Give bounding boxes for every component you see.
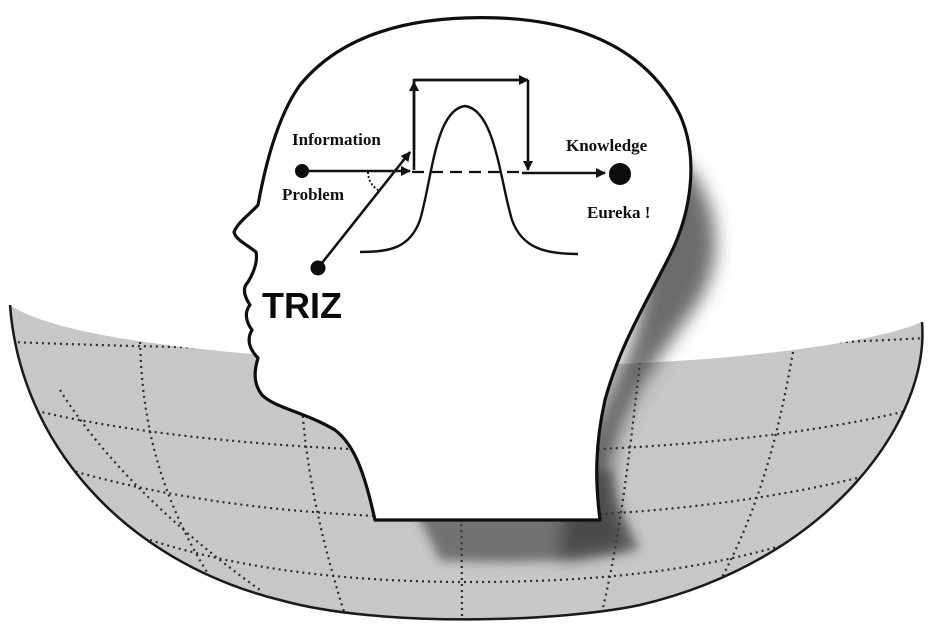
barrier-curve — [359, 104, 579, 256]
triz-label: TRIZ — [262, 285, 342, 326]
head-silhouette — [232, 16, 693, 522]
knowledge-point — [609, 163, 631, 185]
problem-label: Problem — [282, 185, 344, 204]
globe-latitude-lines — [11, 336, 923, 584]
triz-point — [310, 260, 326, 276]
information-label: Information — [292, 130, 381, 149]
knowledge-label: Knowledge — [566, 136, 648, 155]
eureka-label: Eureka ! — [587, 203, 650, 222]
globe-outline — [8, 304, 924, 621]
angle-arc — [367, 171, 379, 191]
triz-arrow — [316, 151, 412, 269]
problem-point — [295, 164, 309, 178]
